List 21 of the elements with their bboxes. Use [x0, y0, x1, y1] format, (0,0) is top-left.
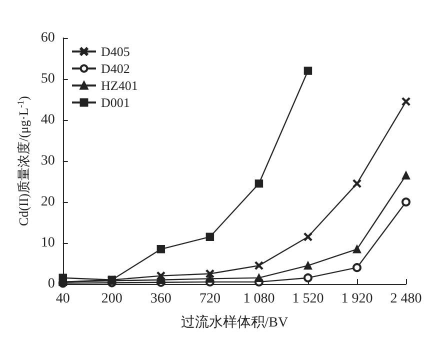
x-axis-title: 过流水样体积/BV [180, 314, 288, 330]
x-tick-label: 40 [56, 292, 70, 306]
legend-label: HZ401 [101, 78, 138, 93]
y-tick-label: 20 [40, 194, 55, 210]
x-tick-label: 1 080 [243, 292, 275, 306]
x-tick-label: 1 520 [292, 292, 324, 306]
y-tick-label: 30 [40, 154, 55, 168]
y-tick-label: 50 [40, 72, 55, 86]
x-tick-label: 2 480 [390, 292, 422, 306]
y-tick-label: 10 [40, 236, 55, 250]
y-tick-label: 0 [48, 276, 55, 292]
x-tick-label: 1 920 [341, 292, 373, 306]
x-tick-label: 720 [199, 292, 220, 306]
y-axis-title: Cd(II)质量浓度/(μg·L-1) [16, 96, 31, 226]
legend-label: D405 [101, 44, 130, 59]
y-tick-label: 40 [40, 112, 55, 128]
legend-label: D402 [101, 61, 130, 76]
x-tick-label: 200 [101, 292, 122, 306]
x-tick-label: 360 [150, 292, 172, 306]
legend-label: D001 [101, 95, 130, 110]
y-tick-label: 60 [40, 30, 55, 46]
